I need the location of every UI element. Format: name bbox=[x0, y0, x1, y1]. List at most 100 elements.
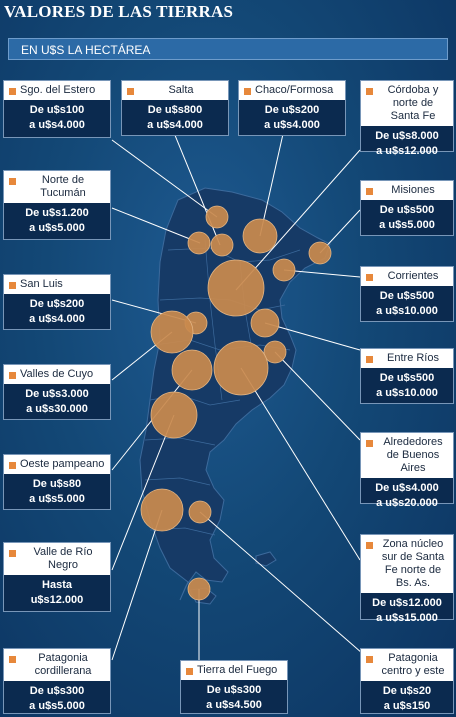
region-marker-icon bbox=[9, 178, 16, 185]
malvinas-islands bbox=[255, 551, 277, 567]
region-box-san-luis: San Luis De u$s200 a u$s4.000 bbox=[3, 274, 111, 330]
bubble-sgo-del-estero bbox=[205, 205, 229, 229]
region-box-sgo-del-estero: Sgo. del Estero De u$s100 a u$s4.000 bbox=[3, 80, 111, 138]
price-from: Hasta bbox=[42, 579, 72, 591]
region-box-alrededores-bsas: Alrededores de Buenos Aires De u$s4.000 a… bbox=[360, 432, 454, 509]
price-to: a u$s10.000 bbox=[376, 305, 438, 317]
price-from: De u$s100 bbox=[29, 104, 85, 116]
region-box-norte-tucuman: Norte de Tucumán De u$s1.200 a u$s5.000 bbox=[3, 170, 111, 240]
region-marker-icon bbox=[366, 188, 373, 195]
price-to: a u$s15.000 bbox=[376, 612, 438, 624]
region-name: Entre Ríos bbox=[387, 352, 439, 364]
region-marker-icon bbox=[9, 372, 16, 379]
region-name: San Luis bbox=[20, 278, 63, 290]
price-to: a u$s30.000 bbox=[26, 403, 88, 415]
region-marker-icon bbox=[9, 462, 16, 469]
connector-lines bbox=[111, 105, 371, 661]
region-name: Patagonia cordillerana bbox=[34, 652, 92, 677]
price-to: a u$s20.000 bbox=[376, 497, 438, 509]
bubble-valles-cuyo bbox=[150, 310, 194, 354]
price-to: a u$s4.500 bbox=[206, 699, 262, 711]
region-box-cordoba-norte-santa-fe: Córdoba y norte de Santa Fe De u$s8.000 a… bbox=[360, 80, 454, 157]
bubble-chaco-formosa bbox=[242, 218, 278, 254]
price-from: De u$s1.200 bbox=[25, 207, 89, 219]
region-marker-icon bbox=[366, 88, 373, 95]
price-from: De u$s80 bbox=[32, 478, 82, 490]
price-from: De u$s3.000 bbox=[25, 388, 89, 400]
price-bubbles bbox=[140, 205, 332, 601]
region-marker-icon bbox=[9, 550, 16, 557]
region-box-patagonia-cordillerana: Patagonia cordillerana De u$s300 a u$s5.0… bbox=[3, 648, 111, 714]
region-box-entre-rios: Entre Ríos De u$s500 a u$s10.000 bbox=[360, 348, 454, 404]
price-to: a u$s4.000 bbox=[29, 313, 85, 325]
region-name: Valle de Río Negro bbox=[33, 546, 93, 571]
region-box-valles-de-cuyo: Valles de Cuyo De u$s3.000 a u$s30.000 bbox=[3, 364, 111, 420]
price-to: a u$s10.000 bbox=[376, 387, 438, 399]
price-from: De u$s500 bbox=[379, 290, 435, 302]
price-to: a u$s4.000 bbox=[264, 119, 320, 131]
region-marker-icon bbox=[244, 88, 251, 95]
price-to: u$s12.000 bbox=[30, 594, 84, 606]
page-title: VALORES DE LAS TIERRAS bbox=[4, 2, 234, 21]
region-marker-icon bbox=[9, 282, 16, 289]
region-marker-icon bbox=[366, 274, 373, 281]
price-to: a u$s12.000 bbox=[376, 145, 438, 157]
region-marker-icon bbox=[9, 656, 16, 663]
price-from: De u$s500 bbox=[379, 372, 435, 384]
region-marker-icon bbox=[186, 668, 193, 675]
price-from: De u$s20 bbox=[382, 685, 432, 697]
price-to: a u$s5.000 bbox=[379, 219, 435, 231]
region-box-corrientes: Corrientes De u$s500 a u$s10.000 bbox=[360, 266, 454, 322]
price-to: a u$s4.000 bbox=[29, 119, 85, 131]
region-box-valle-rio-negro: Valle de Río Negro Hasta u$s12.000 bbox=[3, 542, 111, 612]
region-marker-icon bbox=[127, 88, 134, 95]
region-marker-icon bbox=[9, 88, 16, 95]
bubble-zona-nucleo bbox=[213, 340, 269, 396]
region-name: Misiones bbox=[391, 184, 435, 196]
region-box-misiones: Misiones De u$s500 a u$s5.000 bbox=[360, 180, 454, 236]
region-box-salta: Salta De u$s800 a u$s4.000 bbox=[121, 80, 229, 136]
region-box-oeste-pampeano: Oeste pampeano De u$s80 a u$s5.000 bbox=[3, 454, 111, 510]
region-name: Valles de Cuyo bbox=[20, 368, 94, 380]
bubble-misiones bbox=[308, 241, 332, 265]
region-name: Sgo. del Estero bbox=[20, 84, 96, 96]
region-name: Alrededores de Buenos Aires bbox=[383, 436, 443, 474]
price-from: De u$s200 bbox=[264, 104, 320, 116]
region-box-patagonia-centro-este: Patagonia centro y este De u$s20 a u$s150 bbox=[360, 648, 454, 714]
price-from: De u$s800 bbox=[147, 104, 203, 116]
region-marker-icon bbox=[366, 356, 373, 363]
region-name: Tierra del Fuego bbox=[197, 664, 278, 676]
price-to: a u$s5.000 bbox=[29, 222, 85, 234]
bubble-patagonia-centro-este bbox=[188, 500, 212, 524]
bubble-salta bbox=[187, 231, 211, 255]
price-to: a u$s5.000 bbox=[29, 493, 85, 505]
region-box-tierra-del-fuego: Tierra del Fuego De u$s300 a u$s4.500 bbox=[180, 660, 288, 714]
price-from: De u$s500 bbox=[379, 204, 435, 216]
bubble-cordoba bbox=[207, 259, 265, 317]
region-name: Salta bbox=[168, 84, 194, 96]
region-name: Patagonia centro y este bbox=[381, 652, 445, 677]
price-to: a u$s5.000 bbox=[29, 700, 85, 712]
price-to: a u$s4.000 bbox=[147, 119, 203, 131]
bubble-corrientes bbox=[272, 258, 296, 282]
price-to: a u$s150 bbox=[383, 700, 431, 712]
bubble-entre-rios bbox=[250, 308, 280, 338]
bubble-patagonia-cordillerana bbox=[140, 488, 184, 532]
region-name: Chaco/Formosa bbox=[255, 84, 334, 96]
price-from: De u$s8.000 bbox=[375, 130, 439, 142]
region-name: Zona núcleo sur de Santa Fe norte de Bs.… bbox=[381, 538, 445, 589]
region-marker-icon bbox=[366, 656, 373, 663]
price-from: De u$s300 bbox=[29, 685, 85, 697]
price-from: De u$s12.000 bbox=[372, 597, 442, 609]
price-from: De u$s4.000 bbox=[375, 482, 439, 494]
bubble-tierra-del-fuego bbox=[187, 577, 211, 601]
region-marker-icon bbox=[366, 440, 373, 447]
bubble-alrededores-bsas bbox=[263, 340, 287, 364]
region-name: Oeste pampeano bbox=[20, 458, 105, 470]
page-subtitle: EN U$S LA HECTÁREA bbox=[8, 38, 448, 60]
region-name: Norte de Tucumán bbox=[40, 174, 86, 199]
bubble-valle-rio-negro bbox=[150, 391, 198, 439]
price-from: De u$s200 bbox=[29, 298, 85, 310]
region-name: Córdoba y norte de Santa Fe bbox=[387, 84, 439, 122]
